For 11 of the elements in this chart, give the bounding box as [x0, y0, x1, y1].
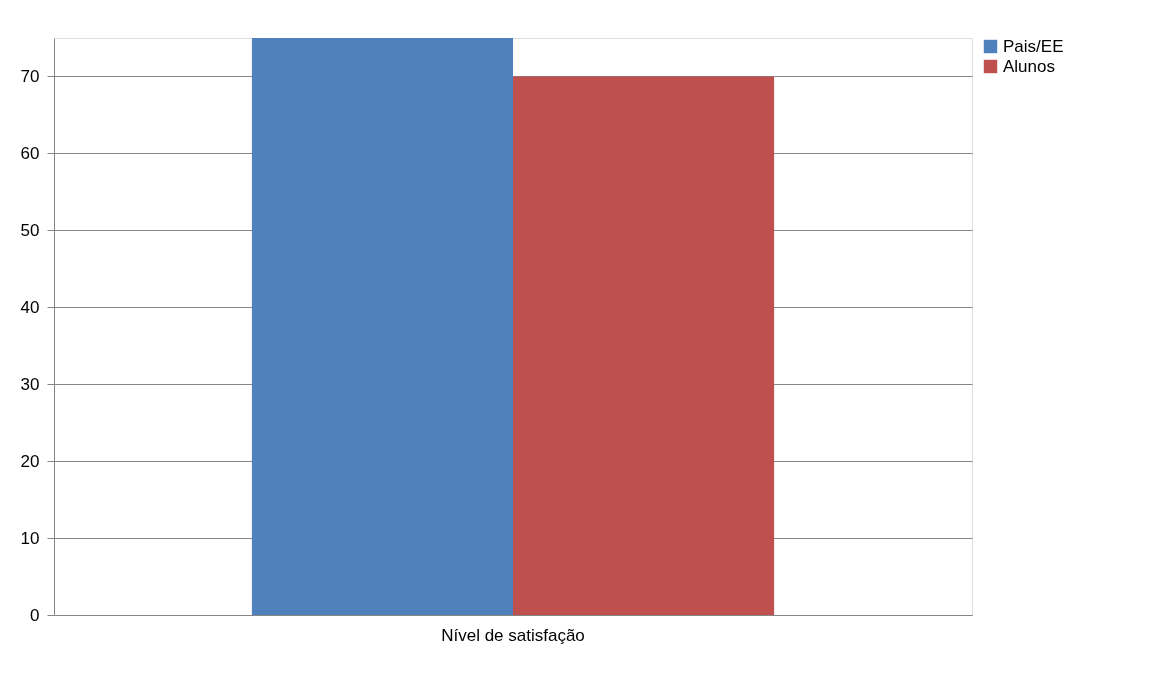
legend-label: Alunos [1003, 56, 1055, 76]
y-tick-label: 30 [20, 374, 40, 394]
y-tick-label: 20 [20, 451, 40, 471]
y-tick-label: 40 [20, 297, 40, 317]
legend-label: Pais/EE [1003, 36, 1064, 56]
y-tick-label: 10 [20, 528, 40, 548]
y-tick-label: 50 [20, 220, 40, 240]
x-tick-label: Nível de satisfação [441, 625, 585, 645]
y-tick-label: 60 [20, 143, 40, 163]
y-tick-label: 70 [20, 66, 40, 86]
y-tick-label: 0 [30, 605, 40, 625]
